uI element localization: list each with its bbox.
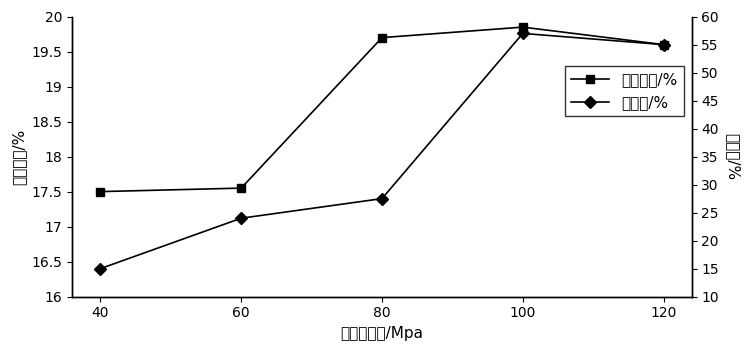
清除率/% <box>378 196 387 201</box>
提取得率/% <box>237 186 246 190</box>
清除率/% <box>659 43 668 47</box>
清除率/% <box>237 216 246 220</box>
Y-axis label: 清除率/%: 清除率/% <box>725 133 740 180</box>
提取得率/% <box>96 189 105 194</box>
Legend: 提取得率/%, 清除率/%: 提取得率/%, 清除率/% <box>566 66 684 116</box>
清除率/% <box>518 31 527 36</box>
Line: 提取得率/%: 提取得率/% <box>96 23 668 196</box>
提取得率/% <box>378 36 387 40</box>
X-axis label: 微射流压力/Mpa: 微射流压力/Mpa <box>340 326 424 341</box>
清除率/% <box>96 266 105 271</box>
提取得率/% <box>518 25 527 29</box>
Line: 清除率/%: 清除率/% <box>96 29 668 273</box>
提取得率/% <box>659 43 668 47</box>
Y-axis label: 提取得率/%: 提取得率/% <box>11 128 26 185</box>
